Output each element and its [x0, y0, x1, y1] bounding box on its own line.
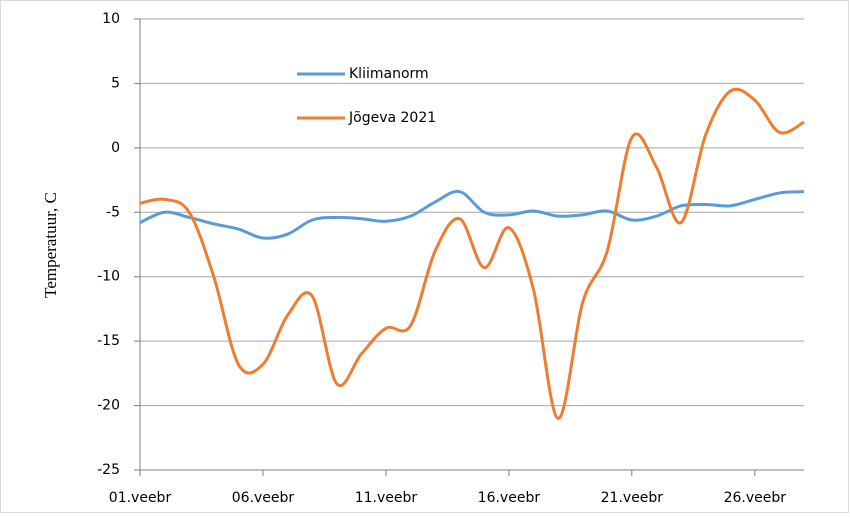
x-tick-label: 16.veebr: [478, 490, 541, 506]
y-tick-label: -25: [97, 462, 120, 478]
y-tick-label: 5: [111, 75, 120, 91]
x-tick-label: 11.veebr: [355, 490, 418, 506]
data-line: [139, 87, 805, 420]
x-tick-label: 01.veebr: [109, 490, 172, 506]
y-tick-label: 10: [102, 11, 120, 27]
y-tick-label: 0: [111, 140, 120, 156]
y-tick-label: -5: [106, 204, 120, 220]
x-tick-label: 06.veebr: [232, 490, 295, 506]
legend-label: Jõgeva 2021: [348, 110, 436, 126]
y-axis-label: Temperatuur, C: [41, 192, 60, 298]
y-tick-label: -10: [97, 269, 120, 285]
data-line: [139, 189, 805, 240]
x-tick-label: 21.veebr: [601, 490, 664, 506]
y-tick-label: -15: [97, 333, 120, 349]
legend-label: Kliimanorm: [349, 66, 429, 82]
x-tick-label: 26.veebr: [724, 490, 787, 506]
y-tick-label: -20: [97, 398, 120, 414]
